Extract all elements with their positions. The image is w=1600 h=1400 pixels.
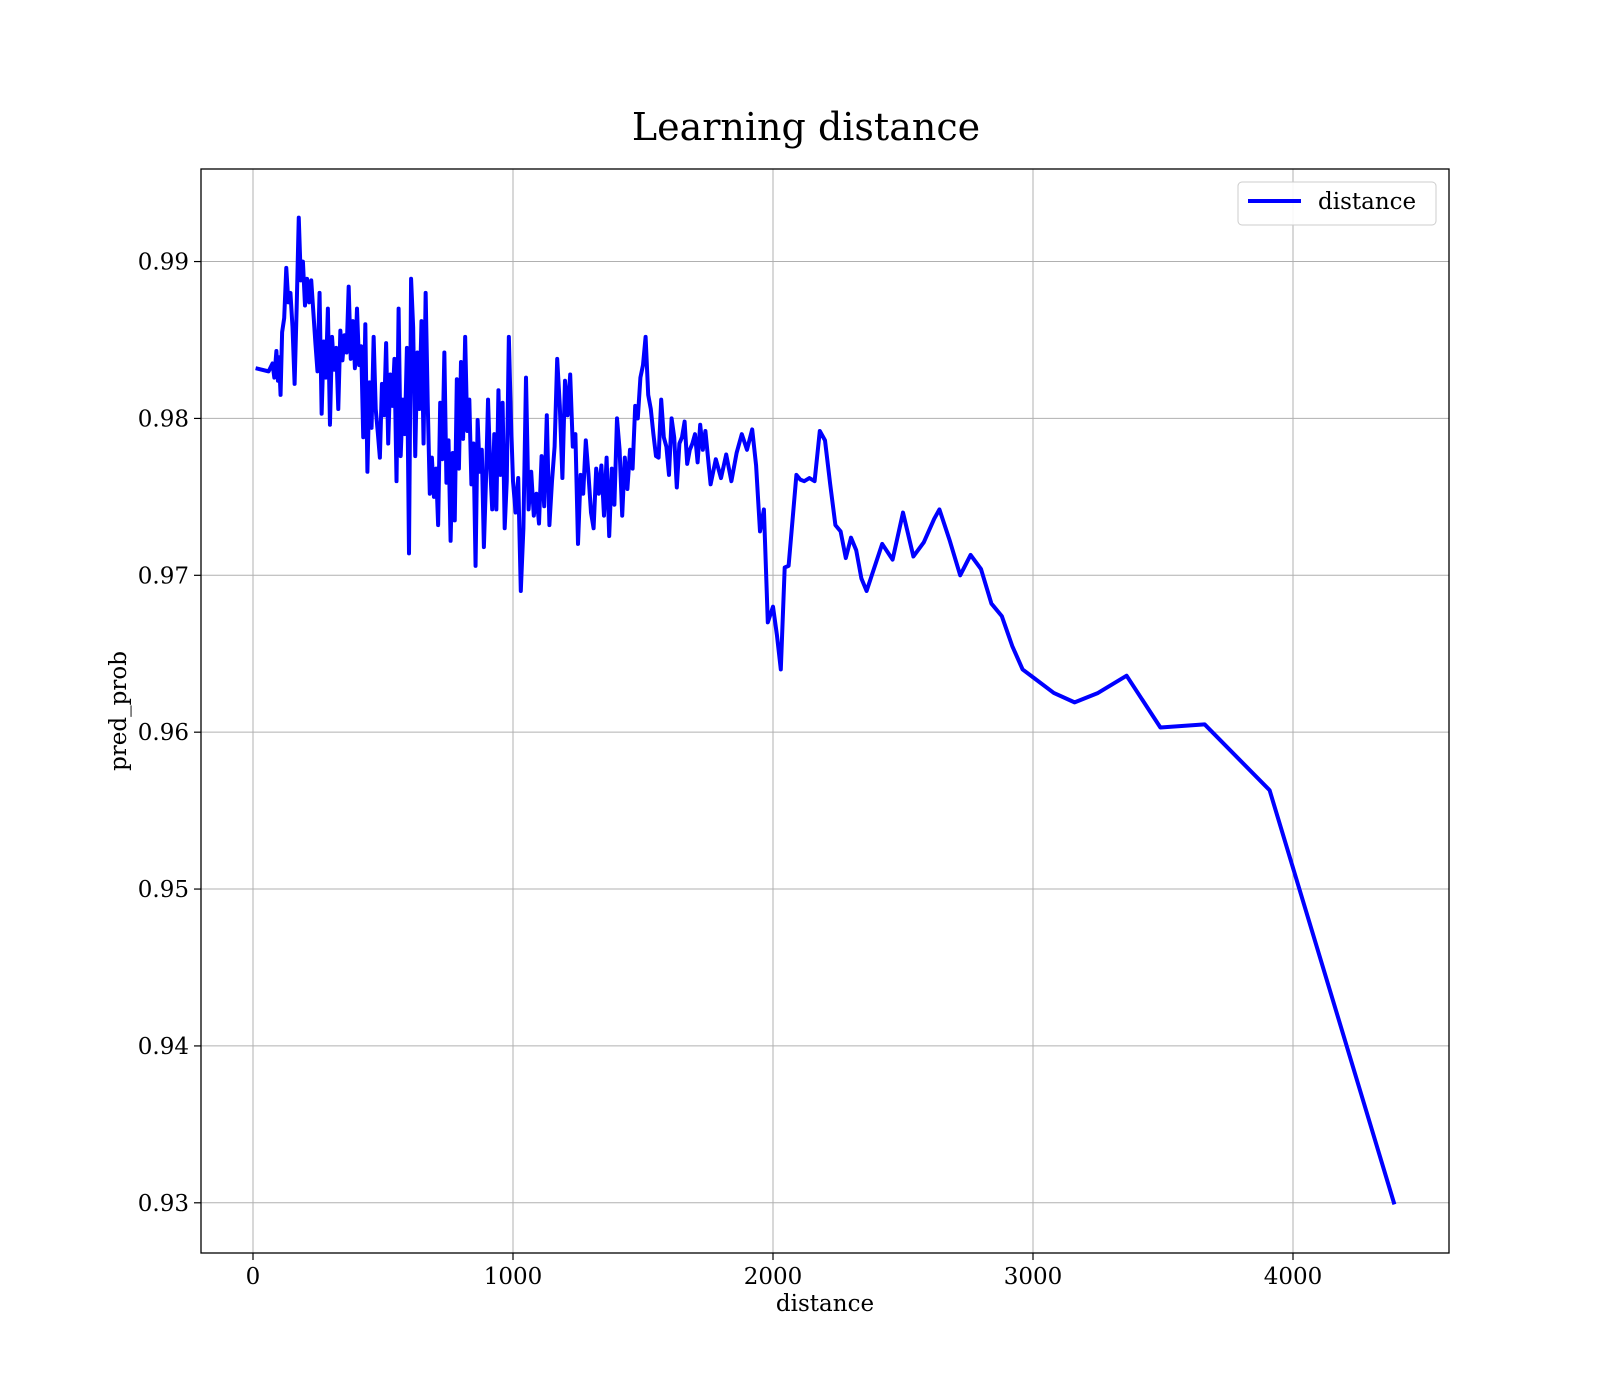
y-tick-label-6: 0.99 bbox=[138, 250, 189, 276]
grid-layer bbox=[201, 169, 1449, 1253]
plot-area: 0 1000 2000 3000 4000 0.93 0.94 0.95 0.96 0.97 0.9… bbox=[138, 168, 1450, 1290]
tick-layer: 0 1000 2000 3000 4000 0.93 0.94 0.95 0.96 0.97 0.9… bbox=[138, 250, 1322, 1290]
x-tick-label-2: 2000 bbox=[744, 1264, 803, 1290]
legend-box bbox=[1237, 181, 1437, 226]
y-axis-label: pred_prob bbox=[106, 651, 132, 771]
y-tick-label-5: 0.98 bbox=[138, 406, 189, 432]
series-layer bbox=[255, 215, 1397, 1205]
legend-label: distance bbox=[1318, 189, 1416, 215]
series-line-0 bbox=[255, 215, 1397, 1205]
y-tick-label-4: 0.97 bbox=[138, 563, 189, 589]
y-tick-label-2: 0.95 bbox=[138, 877, 189, 903]
x-tick-label-0: 0 bbox=[246, 1264, 261, 1290]
x-tick-label-1: 1000 bbox=[484, 1264, 543, 1290]
x-tick-label-4: 4000 bbox=[1264, 1264, 1323, 1290]
x-tick-label-3: 3000 bbox=[1004, 1264, 1063, 1290]
legend: distance bbox=[1237, 181, 1437, 226]
y-tick-label-0: 0.93 bbox=[138, 1191, 189, 1217]
chart-title: Learning distance bbox=[632, 105, 980, 149]
plot-frame bbox=[200, 168, 1450, 1254]
y-tick-label-3: 0.96 bbox=[138, 720, 189, 746]
x-axis-label: distance bbox=[776, 1291, 874, 1317]
y-tick-label-1: 0.94 bbox=[138, 1034, 189, 1060]
